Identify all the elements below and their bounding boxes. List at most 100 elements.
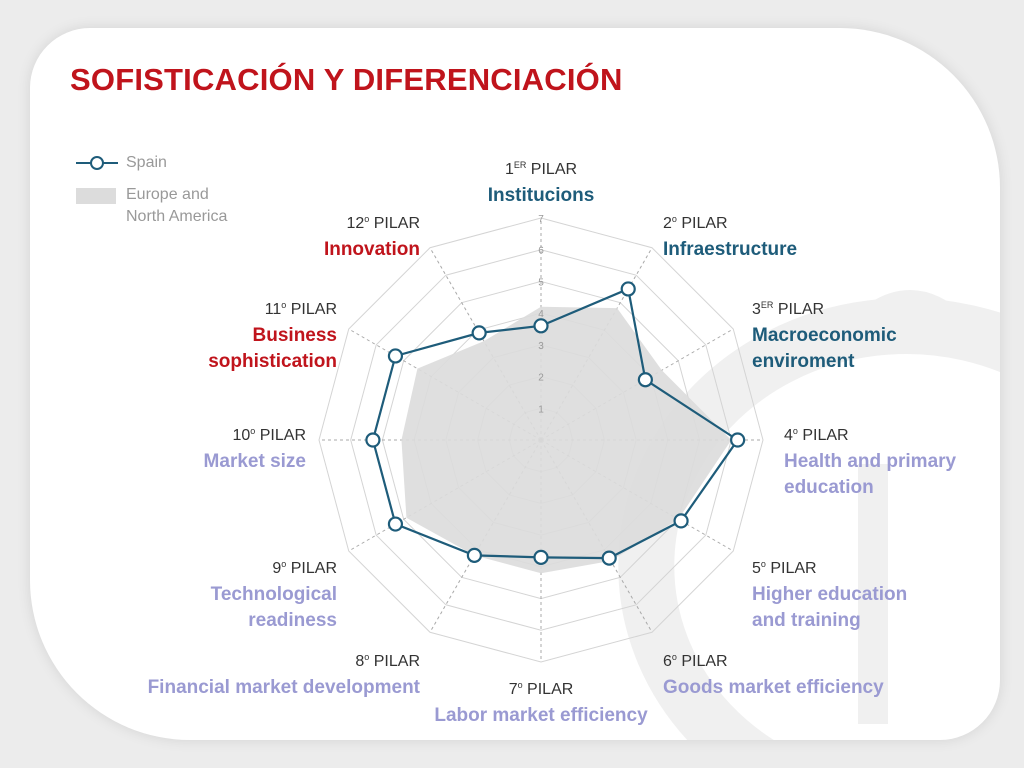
pilar-number: 9o PILAR (117, 551, 337, 582)
pilar-word: PILAR (765, 560, 817, 577)
pilar-name-line2: readiness (248, 610, 337, 631)
pilar-number: 6o PILAR (663, 644, 933, 675)
pilar-num: 12 (346, 215, 365, 232)
pilar-word: PILAR (255, 427, 306, 444)
pilar-num: 5 (752, 560, 761, 577)
tick-label-4: 4 (538, 309, 544, 320)
pilar-num: 10 (232, 427, 251, 444)
pilar-word: PILAR (286, 560, 337, 577)
pilar-name: Institucions (487, 185, 595, 206)
page-title: SOFISTICACIÓN Y DIFERENCIACIÓN (70, 62, 623, 97)
legend-label-region-line1: Europe and (126, 186, 209, 203)
pilar-name: Infraestructure (663, 239, 798, 260)
spain-point-9 (387, 516, 404, 532)
pilar-ordinal: o (671, 652, 677, 662)
axis-label-pilar-3: 3ER PILAR Macroeconomic enviroment (752, 292, 972, 375)
pilar-number: 8o PILAR (90, 644, 420, 675)
pilar-ordinal: o (517, 680, 523, 690)
pilar-name: Technological (210, 584, 337, 605)
pilar-name: Goods market efficiency (663, 677, 884, 698)
pilar-name: Innovation (323, 239, 420, 260)
legend-label-spain: Spain (126, 154, 167, 171)
spain-point-7 (533, 549, 549, 565)
spain-point-10 (365, 432, 381, 448)
spain-point-2 (620, 281, 636, 297)
series-area-region (401, 306, 732, 574)
pilar-num: 6 (663, 653, 672, 670)
pilar-ordinal: o (760, 559, 766, 569)
pilar-num: 2 (663, 215, 672, 232)
tick-label-6: 6 (538, 246, 544, 257)
axis-label-pilar-12: 12o PILAR Innovation (200, 206, 420, 263)
pilar-ordinal: o (792, 426, 798, 436)
pilar-num: 9 (272, 560, 282, 577)
pilar-name: Market size (203, 451, 306, 472)
pilar-name: Financial market development (147, 677, 420, 698)
spain-point-4 (730, 432, 746, 448)
pilar-number: 5o PILAR (752, 551, 972, 582)
spain-point-12 (471, 325, 487, 341)
legend-fill-swatch (76, 188, 116, 204)
spain-point-8 (466, 547, 482, 563)
pilar-ordinal: ER (513, 160, 527, 170)
pilar-num: 11 (264, 301, 282, 318)
pilar-num: 7 (508, 681, 518, 698)
axis-label-pilar-5: 5o PILAR Higher education and training (752, 551, 972, 634)
pilar-ordinal: o (281, 300, 287, 310)
pilar-word: PILAR (522, 681, 574, 698)
logo-watermark (618, 290, 1000, 740)
pilar-ordinal: o (250, 426, 256, 436)
spain-point-3 (637, 372, 653, 388)
spain-point-6 (601, 550, 617, 566)
pilar-ordinal: ER (760, 300, 774, 310)
pilar-name-line2: education (784, 477, 874, 498)
pilar-number: 2o PILAR (663, 206, 883, 237)
pilar-number: 7o PILAR (391, 672, 691, 703)
axis-label-pilar-1: 1ER PILAR Institucions (441, 152, 641, 209)
pilar-number: 11o PILAR (117, 292, 337, 323)
pilar-number: 3ER PILAR (752, 292, 972, 323)
pilar-word: PILAR (369, 215, 420, 232)
pilar-number: 12o PILAR (200, 206, 421, 237)
tick-label-2: 2 (538, 373, 544, 384)
pilar-number: 1ER PILAR (441, 152, 641, 183)
pilar-word: PILAR (773, 301, 825, 318)
pilar-ordinal: o (281, 559, 287, 569)
pilar-word: PILAR (676, 215, 728, 232)
pilar-name: Higher education (752, 584, 908, 605)
pilar-number: 10o PILAR (86, 418, 307, 449)
legend-line-marker-icon (76, 156, 118, 170)
pilar-name: Labor market efficiency (434, 705, 648, 726)
axis-label-pilar-11: 11o PILAR Business sophistication (117, 292, 337, 375)
pilar-name: Health and primary (784, 451, 957, 472)
pilar-name-line2: and training (752, 610, 861, 631)
pilar-ordinal: o (364, 652, 370, 662)
tick-label-5: 5 (538, 277, 544, 288)
grid-ring-6 (350, 249, 732, 631)
pilar-num: 1 (504, 161, 514, 178)
spain-point-11 (387, 348, 404, 364)
pilar-ordinal: o (364, 214, 370, 224)
pilar-name-line2: enviroment (752, 351, 855, 372)
pilar-word: PILAR (286, 301, 337, 318)
pilar-name-line2: sophistication (208, 351, 337, 372)
axis-label-pilar-8: 8o PILAR Financial market development (90, 644, 420, 701)
pilar-ordinal: o (671, 214, 677, 224)
pilar-word: PILAR (526, 161, 578, 178)
pilar-num: 4 (784, 427, 793, 444)
tick-label-1: 1 (538, 404, 544, 415)
pilar-name: Macroeconomic (752, 325, 897, 346)
spain-point-5 (673, 513, 689, 529)
axis-label-pilar-10: 10o PILAR Market size (86, 418, 306, 475)
axis-label-pilar-2: 2o PILAR Infraestructure (663, 206, 883, 263)
axis-label-pilar-9: 9o PILAR Technological readiness (117, 551, 337, 634)
tick-label-7: 7 (538, 214, 544, 225)
axis-label-pilar-4: 4o PILAR Health and primary education (784, 418, 1004, 501)
spain-point-1 (533, 318, 549, 334)
axis-label-pilar-7: 7o PILAR Labor market efficiency (391, 672, 691, 729)
slide-panel (30, 28, 1000, 740)
legend-label-region-line2: North America (126, 208, 228, 225)
pilar-num: 8 (355, 653, 365, 670)
axis-label-pilar-6: 6o PILAR Goods market efficiency (663, 644, 933, 701)
